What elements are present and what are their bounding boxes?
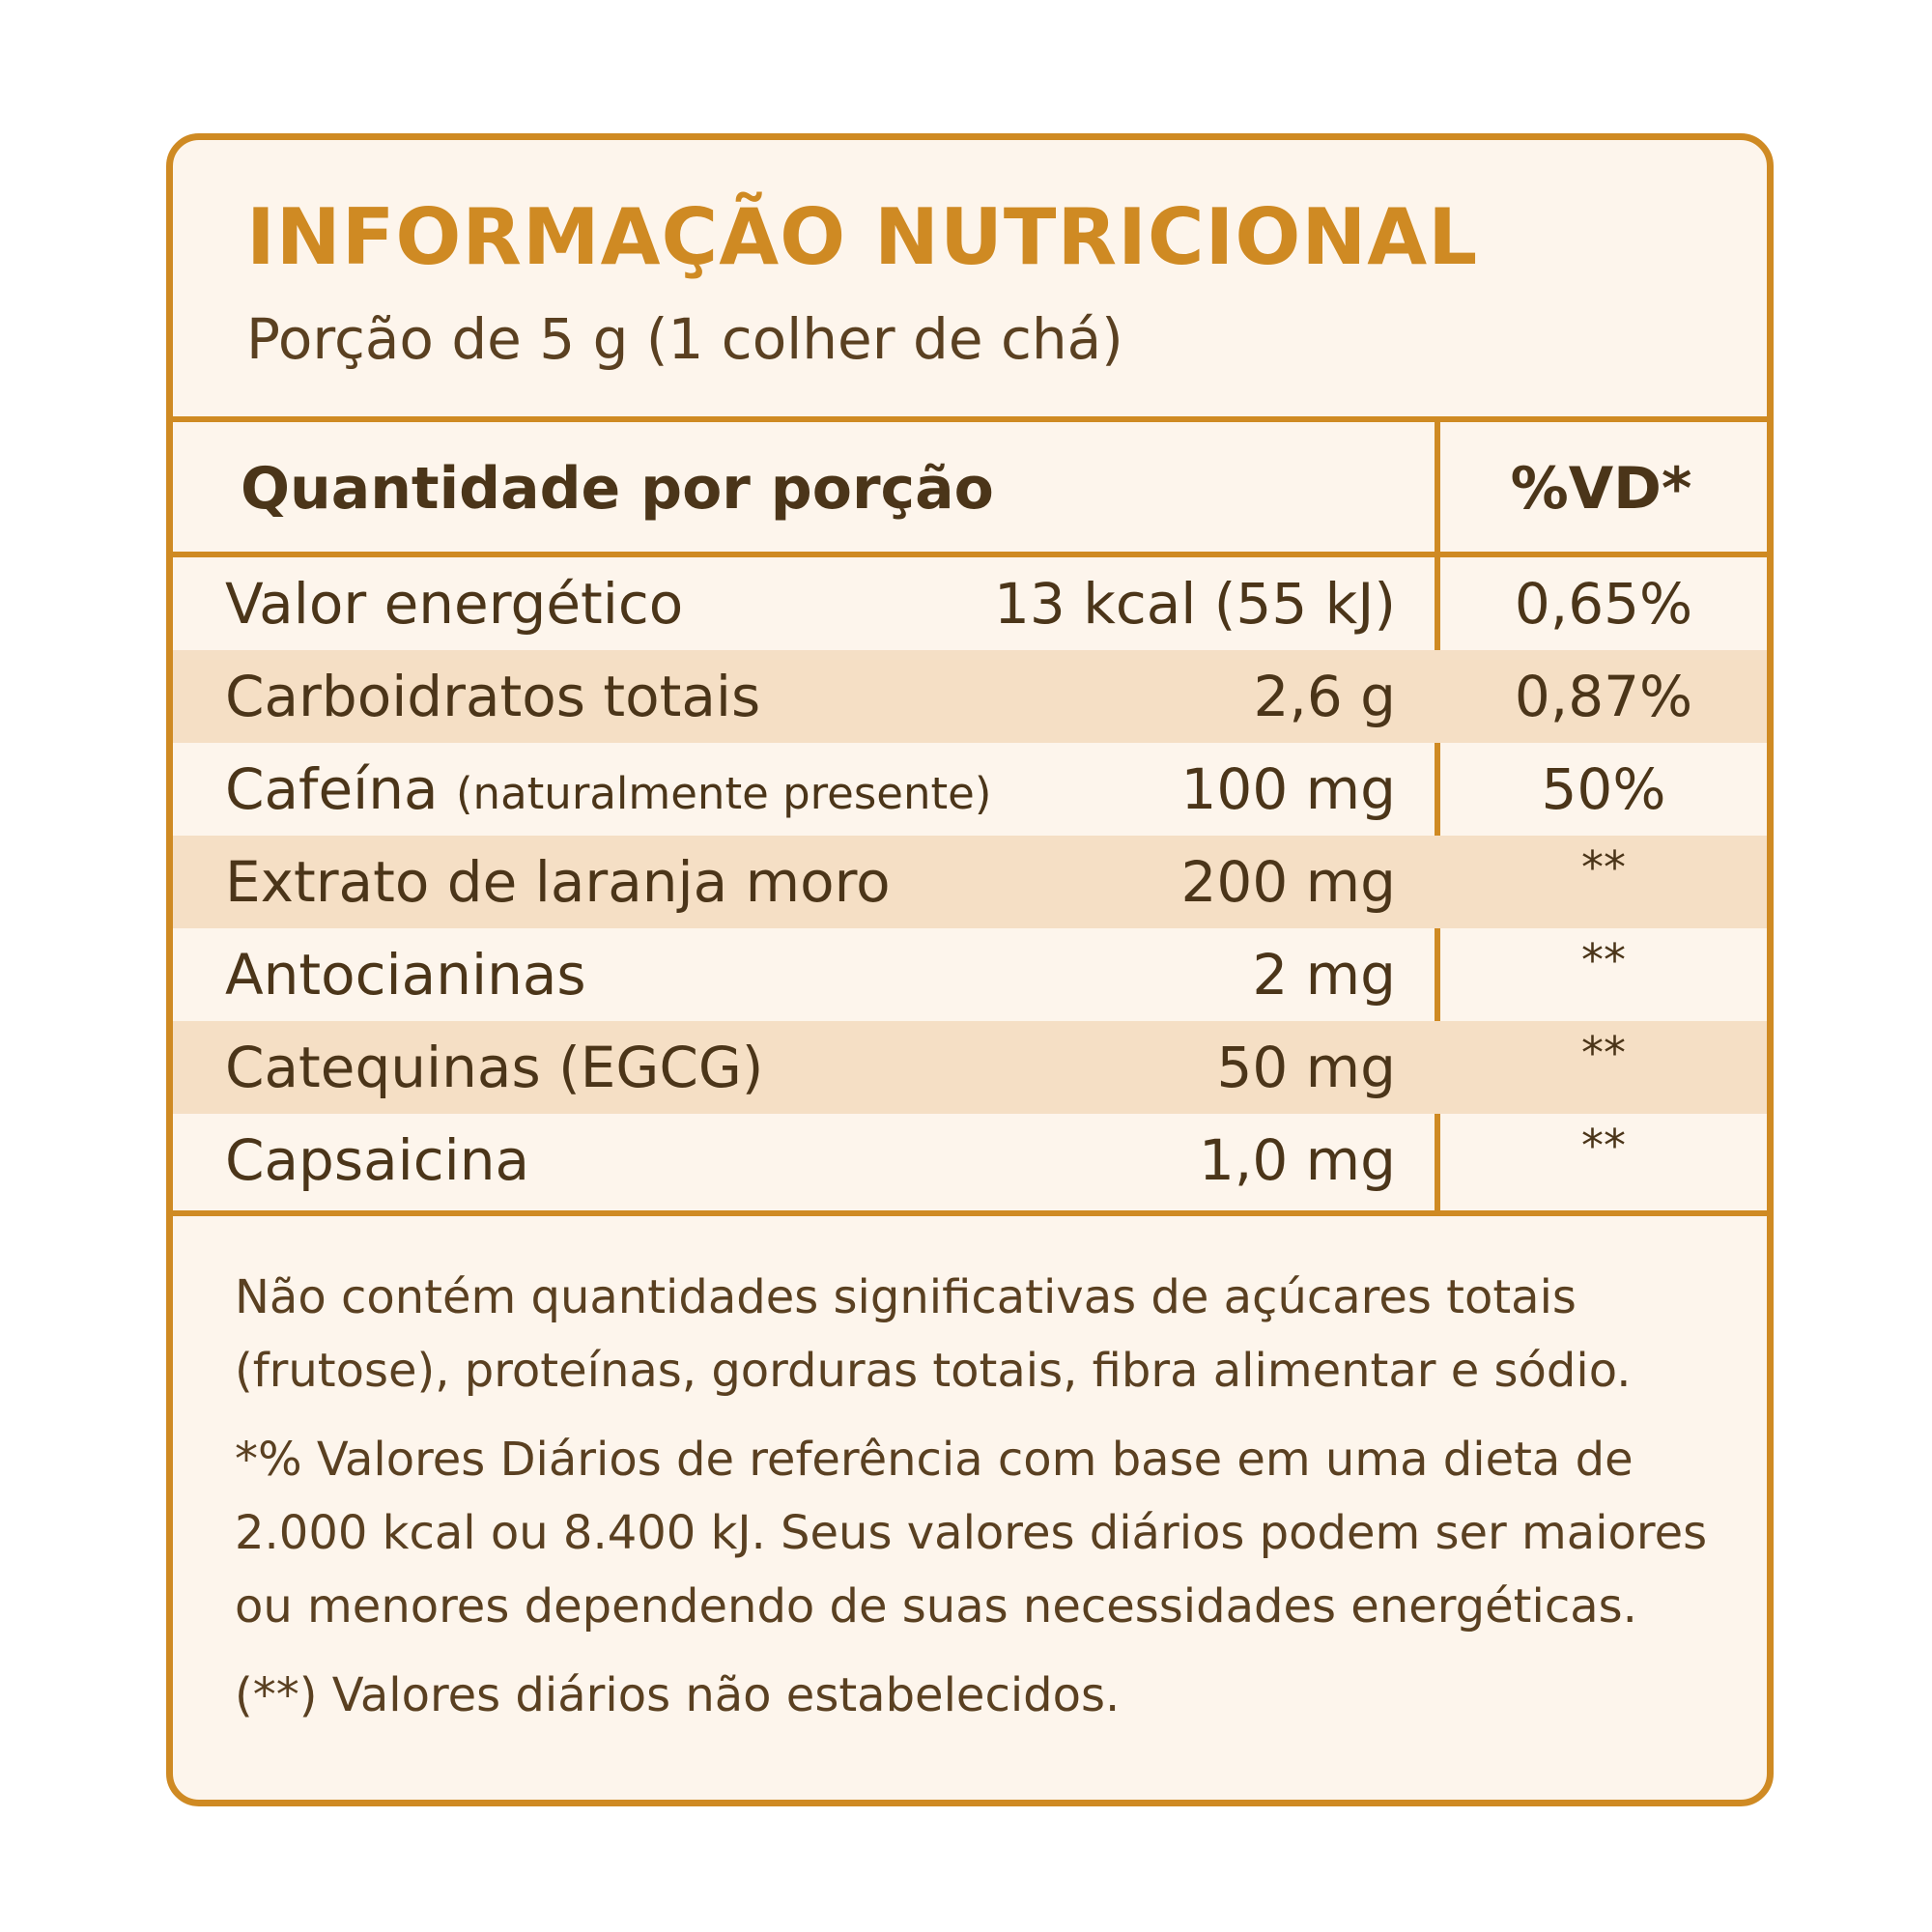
nutrient-vd: **: [1581, 1027, 1626, 1079]
nutrient-label: Catequinas (EGCG): [225, 1035, 764, 1100]
serving-size: Porção de 5 g (1 colher de chá): [246, 306, 1123, 372]
nutrition-facts-panel: INFORMAÇÃO NUTRICIONAL Porção de 5 g (1 …: [166, 133, 1774, 1806]
nutrient-label: Capsaicina: [225, 1127, 530, 1193]
nutrient-name: Antocianinas: [225, 942, 586, 1008]
nutrient-amount: 200 mg: [1180, 849, 1396, 915]
nutrient-vd: **: [1581, 1120, 1626, 1172]
page-title: INFORMAÇÃO NUTRICIONAL: [246, 192, 1479, 282]
table-row: Extrato de laranja moro 200 mg **: [173, 836, 1767, 928]
nutrient-vd: **: [1581, 841, 1626, 894]
table-row: Capsaicina 1,0 mg **: [173, 1114, 1767, 1207]
table-row: Catequinas (EGCG) 50 mg **: [173, 1021, 1767, 1114]
header-quantity: Quantidade por porção: [241, 455, 994, 523]
nutrient-amount: 100 mg: [1180, 756, 1396, 822]
nutrient-label: Cafeína: [225, 756, 439, 822]
nutrient-amount: 13 kcal (55 kJ): [994, 571, 1396, 637]
nutrient-note: (naturalmente presente): [456, 768, 992, 819]
panel-header: INFORMAÇÃO NUTRICIONAL Porção de 5 g (1 …: [173, 140, 1767, 422]
footnotes: Não contém quantidades significativas de…: [235, 1261, 1728, 1747]
table-row: Cafeína (naturalmente presente) 100 mg 5…: [173, 743, 1767, 836]
nutrient-vd: 50%: [1541, 756, 1666, 822]
nutrient-vd: 0,87%: [1514, 664, 1693, 729]
table-row: Carboidratos totais 2,6 g 0,87%: [173, 650, 1767, 743]
nutrient-label: Valor energético: [225, 571, 684, 637]
nutrient-label: Carboidratos totais: [225, 664, 761, 729]
nutrient-name: Valor energético: [225, 571, 683, 637]
nutrient-amount: 1,0 mg: [1199, 1127, 1396, 1193]
nutrient-amount: 2 mg: [1252, 942, 1396, 1008]
footnote-not-established: (**) Valores diários não estabelecidos.: [235, 1668, 1121, 1722]
nutrient-vd: 0,65%: [1514, 571, 1693, 637]
header-vd: %VD*: [1510, 455, 1692, 523]
table-row: Antocianinas 2 mg **: [173, 928, 1767, 1021]
footnote-not-significant: Não contém quantidades significativas de…: [235, 1270, 1632, 1398]
nutrient-name: Cafeína (naturalmente presente): [225, 756, 991, 822]
table-bottom-divider: [173, 1210, 1767, 1216]
table-row: Valor energético 13 kcal (55 kJ) 0,65%: [173, 557, 1767, 650]
column-divider: [1435, 422, 1440, 1216]
nutrient-label: Extrato de laranja moro: [225, 849, 891, 915]
nutrient-table: Valor energético 13 kcal (55 kJ) 0,65% C…: [173, 557, 1767, 1207]
nutrient-name: Extrato de laranja moro: [225, 849, 891, 915]
nutrient-name: Catequinas (EGCG): [225, 1035, 763, 1100]
footnote-daily-values: *% Valores Diários de referência com bas…: [235, 1433, 1708, 1634]
nutrient-amount: 2,6 g: [1253, 664, 1397, 729]
nutrient-name: Carboidratos totais: [225, 664, 760, 729]
nutrient-vd: **: [1581, 934, 1626, 986]
nutrient-amount: 50 mg: [1216, 1035, 1396, 1100]
nutrient-label: Antocianinas: [225, 942, 586, 1008]
table-header: Quantidade por porção %VD*: [173, 422, 1767, 557]
nutrient-name: Capsaicina: [225, 1127, 529, 1193]
